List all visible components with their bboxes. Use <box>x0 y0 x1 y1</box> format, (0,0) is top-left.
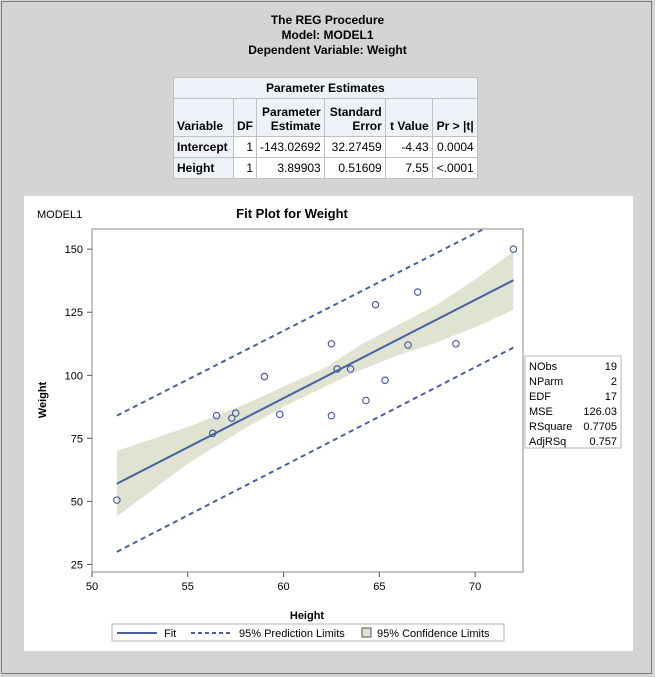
plot-area-border <box>91 228 524 573</box>
chart-title: Fit Plot for Weight <box>236 206 348 221</box>
data-point <box>113 496 121 504</box>
legend: Fit 95% Prediction Limits 95% Confidence… <box>111 623 505 642</box>
header-tvalue: t Value <box>384 98 433 137</box>
row-variable: Intercept <box>173 136 234 158</box>
model-title: Model: MODEL1 <box>281 28 374 42</box>
stat-value: 2 <box>611 376 617 388</box>
dependent-variable-title: Dependent Variable: Weight <box>248 43 407 57</box>
data-point <box>413 288 422 296</box>
prediction-lower-line <box>116 346 514 553</box>
row-pvalue: <.0001 <box>431 157 478 179</box>
data-point <box>327 339 336 348</box>
table-row: Height 1 3.89903 0.51609 7.55 <.0001 <box>173 157 478 179</box>
stat-value: 17 <box>605 391 617 403</box>
y-tick-label: 125 <box>65 307 83 319</box>
stat-value: 0.7705 <box>583 421 617 433</box>
stat-label: AdjRSq <box>529 436 566 448</box>
data-point <box>208 429 217 438</box>
x-tick-label: 50 <box>86 581 98 593</box>
legend-border <box>111 623 505 642</box>
y-tick-label: 50 <box>71 496 83 508</box>
row-tvalue: -4.43 <box>384 136 433 158</box>
data-point <box>404 341 412 349</box>
prediction-upper-line <box>116 229 486 417</box>
row-tvalue: 7.55 <box>384 157 433 179</box>
stat-label: NParm <box>529 376 563 388</box>
stat-label: MSE <box>529 406 553 418</box>
legend-confidence-label: 95% Confidence Limits <box>377 628 490 640</box>
row-variable: Height <box>173 157 234 179</box>
y-axis-label: Weight <box>37 381 49 418</box>
stats-box-border <box>524 355 622 449</box>
data-point <box>212 411 221 420</box>
row-estimate: 3.89903 <box>256 157 325 179</box>
x-axis-label: Height <box>290 610 325 622</box>
header-pvalue: Pr > |t| <box>431 98 478 137</box>
table-row: Intercept 1 -143.02692 32.27459 -4.43 0.… <box>173 136 478 158</box>
stat-label: EDF <box>529 391 551 403</box>
row-pvalue: 0.0004 <box>431 136 478 158</box>
data-point <box>327 411 336 420</box>
row-estimate: -143.02692 <box>256 136 325 158</box>
header-variable: Variable <box>173 98 234 137</box>
legend-fit-label: Fit <box>164 628 176 640</box>
data-point <box>346 365 355 373</box>
procedure-title: The REG Procedure <box>270 13 385 27</box>
data-point <box>381 376 389 385</box>
y-tick-label: 150 <box>65 244 83 256</box>
data-point <box>362 396 370 405</box>
legend-prediction-label: 95% Prediction Limits <box>239 628 345 640</box>
x-tick-label: 65 <box>373 581 385 593</box>
parameter-estimates-table: Parameter Estimates Variable DF Paramete… <box>173 77 478 179</box>
stat-label: NObs <box>529 361 558 373</box>
x-tick-label: 60 <box>277 581 289 593</box>
data-point <box>231 409 240 417</box>
stat-value: 0.757 <box>589 436 617 448</box>
stat-value: 19 <box>605 361 617 373</box>
row-df: 1 <box>233 136 257 158</box>
y-tick-label: 25 <box>71 559 83 571</box>
data-point <box>509 245 518 253</box>
fit-plot: MODEL1 Fit Plot for Weight 50 55 60 65 70255… <box>37 206 622 642</box>
x-tick-label: 70 <box>469 581 481 593</box>
row-stderr: 32.27459 <box>323 136 386 158</box>
fit-statistics-box: NObs 19 NParm 2 EDF 17 MSE 126.03 RSquare 0.7705 A… <box>524 355 622 449</box>
data-point <box>333 365 341 373</box>
legend-confidence-swatch <box>361 627 372 638</box>
confidence-band <box>116 251 514 517</box>
data-point <box>228 414 236 422</box>
row-df: 1 <box>233 157 257 179</box>
table-caption: Parameter Estimates <box>173 77 478 99</box>
data-point <box>371 300 380 309</box>
fit-line <box>116 279 514 485</box>
model-label: MODEL1 <box>37 209 82 221</box>
y-tick-label: 75 <box>71 433 83 445</box>
header-estimate: Parameter Estimate <box>256 98 325 137</box>
data-point <box>260 372 269 381</box>
header-df: DF <box>233 98 257 137</box>
data-point <box>452 339 460 348</box>
procedure-titles: The REG Procedure Model: MODEL1 Dependen… <box>0 13 655 58</box>
data-point <box>275 410 284 419</box>
row-stderr: 0.51609 <box>323 157 386 179</box>
header-stderr: Standard Error <box>323 98 386 137</box>
stat-label: RSquare <box>529 421 572 433</box>
stat-value: 126.03 <box>583 406 617 418</box>
x-tick-label: 55 <box>182 581 194 593</box>
y-tick-label: 100 <box>65 370 83 382</box>
fit-plot-panel: MODEL1 Fit Plot for Weight 50 55 60 65 70 25 5… <box>24 196 633 651</box>
